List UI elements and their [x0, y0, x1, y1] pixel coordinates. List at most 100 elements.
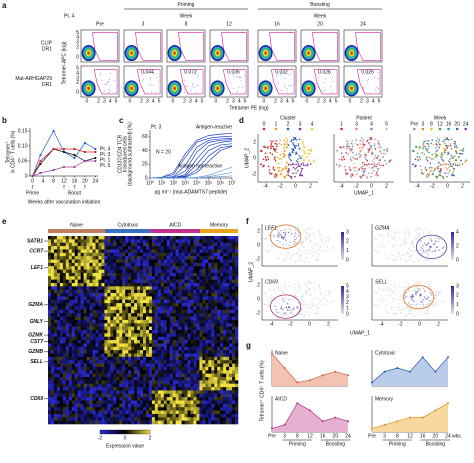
heatmap-cell: [116, 259, 120, 264]
heatmap-cell: [205, 283, 209, 287]
heatmap-cell: [59, 259, 64, 264]
cell-dot: [276, 156, 278, 159]
heatmap-cell: [193, 296, 197, 301]
cell-dot: [367, 163, 370, 165]
heatmap-cell: [181, 303, 185, 307]
heatmap-cell: [56, 363, 61, 368]
heatmap-cell: [166, 236, 171, 240]
cell-dot: [325, 240, 328, 243]
heatmap-cell: [151, 377, 156, 381]
heatmap-cell: [80, 299, 84, 304]
heatmap-cell: [193, 387, 197, 391]
heatmap-cell: [71, 356, 76, 361]
heatmap-cell: [211, 393, 215, 398]
heatmap-cell: [98, 350, 102, 354]
heatmap-cell: [157, 346, 162, 351]
heatmap-cell: [145, 236, 150, 240]
heatmap-cell: [214, 306, 218, 311]
cell-dot: [311, 255, 314, 257]
heatmap-cell: [235, 380, 239, 385]
cell-dot: [320, 246, 322, 248]
heatmap-cell: [143, 286, 147, 291]
heatmap-cell: [187, 252, 191, 257]
heatmap-cell: [131, 350, 135, 354]
heatmap-cell: [223, 309, 227, 314]
heatmap-cell: [143, 377, 147, 381]
heatmap-cell: [140, 377, 144, 381]
cell-dot: [306, 228, 308, 230]
heatmap-cell: [125, 400, 129, 405]
cell-dot: [267, 165, 270, 168]
heatmap-cell: [89, 403, 93, 408]
heatmap-cell: [235, 403, 239, 408]
cell-dot: [349, 158, 352, 161]
heatmap-cell: [160, 293, 165, 297]
heatmap-cell: [196, 313, 200, 317]
heatmap-cell: [68, 360, 73, 364]
heatmap-cell: [104, 363, 108, 368]
heatmap-cell: [196, 393, 200, 398]
heatmap-cell: [151, 259, 156, 264]
heatmap-cell: [140, 323, 144, 327]
cell-dot: [364, 156, 366, 159]
heatmap-cell: [202, 363, 206, 368]
heatmap-cell: [163, 316, 168, 321]
heatmap-cell: [229, 306, 233, 311]
heatmap-cell: [113, 299, 117, 304]
heatmap-cell: [59, 410, 64, 415]
heatmap-cell: [157, 266, 162, 270]
heatmap-cell: [104, 397, 108, 401]
heatmap-cell: [68, 242, 73, 247]
heatmap-cell: [163, 272, 168, 277]
heatmap-cell: [131, 256, 135, 260]
heatmap-cell: [86, 413, 90, 418]
heatmap-cell: [131, 323, 135, 327]
heatmap-cell: [86, 272, 90, 277]
heatmap-cell: [220, 252, 224, 257]
x-tick-label: 0: [85, 98, 88, 104]
heatmap-cell: [214, 397, 218, 401]
heatmap-cell: [83, 286, 87, 291]
gene-title: LEF1: [265, 225, 277, 231]
heatmap-cell: [157, 296, 162, 301]
cell-dot: [284, 137, 287, 140]
cell-dot: [415, 164, 417, 167]
heatmap-cell: [217, 340, 221, 344]
heatmap-cell: [148, 370, 153, 374]
series-line: [150, 175, 233, 179]
heatmap-cell: [172, 390, 176, 395]
heatmap-cell: [187, 239, 191, 244]
heatmap-cell: [163, 313, 168, 317]
heatmap-cell: [86, 246, 90, 250]
x-tick-label: 5: [378, 98, 381, 104]
heatmap-cell: [226, 283, 230, 287]
heatmap-cell: [169, 319, 173, 324]
heatmap-cell: [65, 296, 70, 301]
cell-dot: [442, 140, 444, 143]
heatmap-cell: [68, 393, 73, 398]
heatmap-cell: [181, 316, 185, 321]
heatmap-cell: [196, 353, 200, 358]
row-label: DR1: [42, 46, 52, 52]
event-dot: [190, 90, 192, 91]
heatmap-cell: [98, 366, 102, 371]
cell-dot: [316, 253, 319, 256]
x-tick-label: 3: [323, 98, 326, 104]
heatmap-cell: [110, 370, 114, 374]
cell-dot: [446, 137, 449, 139]
heatmap-cell: [68, 333, 73, 338]
heatmap-cell: [202, 360, 206, 364]
y-tick-label: 0: [76, 54, 79, 60]
group-label: AICD: [169, 222, 181, 228]
heatmap-cell: [208, 252, 212, 257]
heatmap-cell: [199, 249, 203, 254]
colorbar-tick-label: 3: [346, 229, 349, 235]
heatmap-cell: [202, 397, 206, 401]
heatmap-cell: [113, 266, 117, 270]
heatmap-cell: [101, 276, 105, 280]
heatmap-cell: [154, 420, 159, 425]
heatmap-cell: [193, 236, 197, 240]
heatmap-cell: [169, 356, 173, 361]
heatmap-cell: [181, 272, 185, 277]
heatmap-cell: [160, 413, 165, 418]
